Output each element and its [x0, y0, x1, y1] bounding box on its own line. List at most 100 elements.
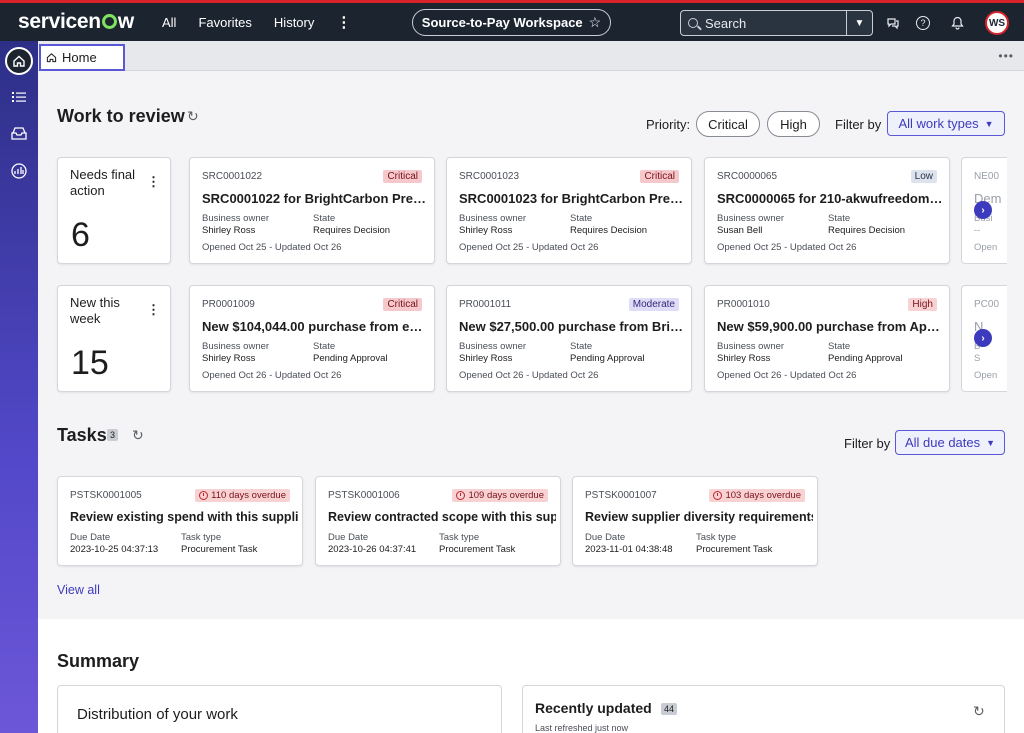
- business-owner-value: S: [974, 353, 981, 364]
- business-owner-label: Business owner: [717, 213, 785, 224]
- summary-title: Summary: [57, 651, 140, 671]
- overdue-badge: 110 days overdue: [195, 489, 290, 502]
- search-icon: [681, 18, 705, 28]
- task-type-value: Procurement Task: [696, 544, 773, 555]
- main-content: Work to review ↻ Priority: Critical High…: [38, 72, 1024, 733]
- view-all-tasks-link[interactable]: View all: [57, 583, 100, 597]
- home-icon[interactable]: [5, 47, 33, 75]
- work-type-filter-value: All work types: [898, 116, 979, 131]
- chevron-down-icon: ▼: [984, 118, 994, 129]
- overdue-badge: 109 days overdue: [452, 489, 548, 502]
- task-type-label: Task type: [181, 532, 222, 543]
- nav-all[interactable]: All: [162, 14, 177, 30]
- due-date-label: Due Date: [70, 532, 111, 543]
- work-card[interactable]: SRC0001023 Critical SRC0001023 for Brigh…: [446, 157, 692, 264]
- record-number: PR0001009: [202, 299, 255, 310]
- card-title: New $27,500.00 purchase from Brigh...: [459, 319, 685, 334]
- business-owner-value: Shirley Ross: [459, 353, 513, 364]
- work-card[interactable]: PR0001009 Critical New $104,044.00 purch…: [189, 285, 435, 392]
- servicenow-logo[interactable]: servicen w: [18, 10, 134, 33]
- kebab-menu-icon[interactable]: ⋮: [147, 174, 160, 189]
- business-owner-label: Business owner: [717, 341, 785, 352]
- refresh-work-icon[interactable]: ↻: [187, 108, 199, 124]
- workspace-sidebar: [0, 41, 38, 733]
- due-date-value: 2023-10-25 04:37:13: [70, 544, 159, 555]
- business-owner-value: Shirley Ross: [202, 353, 256, 364]
- distribution-title: Distribution of your work: [77, 706, 238, 723]
- state-value: Requires Decision: [570, 225, 648, 236]
- workspace-selector[interactable]: Source-to-Pay Workspace ☆: [412, 9, 611, 36]
- overdue-text: 109 days overdue: [468, 490, 544, 501]
- business-owner-label: Business owner: [202, 213, 270, 224]
- inbox-icon[interactable]: [5, 119, 33, 147]
- work-to-review-title: Work to review: [57, 106, 185, 126]
- kebab-menu-icon[interactable]: ⋮: [147, 302, 160, 317]
- task-number: PSTSK0001006: [328, 490, 400, 501]
- last-refreshed-text: Last refreshed just now: [535, 723, 629, 733]
- search-input[interactable]: Search: [705, 15, 747, 31]
- star-icon[interactable]: ☆: [588, 14, 602, 30]
- distribution-panel: Distribution of your work: [57, 685, 502, 733]
- card-title: SRC0001023 for BrightCarbon Presen...: [459, 191, 685, 206]
- business-owner-value: --: [974, 225, 981, 236]
- notification-bell-icon[interactable]: [948, 14, 966, 32]
- chat-icon[interactable]: [884, 14, 902, 32]
- nav-history[interactable]: History: [273, 14, 315, 30]
- priority-high-pill[interactable]: High: [767, 111, 820, 137]
- work-filter-label: Filter by: [835, 117, 882, 132]
- nav-more-icon[interactable]: ⋮: [336, 14, 352, 31]
- scroll-right-icon[interactable]: ›: [974, 329, 992, 347]
- help-icon[interactable]: ?: [916, 16, 930, 30]
- card-dates: Opened Oct 26 - Updated Oct 26: [717, 370, 857, 381]
- stat-value: 15: [71, 344, 109, 382]
- task-type-value: Procurement Task: [439, 544, 516, 555]
- task-type-label: Task type: [439, 532, 480, 543]
- work-card[interactable]: SRC0000065 Low SRC0000065 for 210-akwufr…: [704, 157, 950, 264]
- task-card[interactable]: PSTSK0001005 110 days overdue Review exi…: [57, 476, 303, 566]
- task-card[interactable]: PSTSK0001007 103 days overdue Review sup…: [572, 476, 818, 566]
- user-avatar[interactable]: WS: [985, 11, 1009, 35]
- work-card[interactable]: SRC0001022 Critical SRC0001022 for Brigh…: [189, 157, 435, 264]
- tab-more-icon[interactable]: •••: [998, 49, 1014, 63]
- work-type-filter-button[interactable]: All work types ▼: [887, 111, 1005, 136]
- priority-badge: Moderate: [628, 298, 679, 311]
- task-card[interactable]: PSTSK0001006 109 days overdue Review con…: [315, 476, 561, 566]
- priority-critical-pill[interactable]: Critical: [696, 111, 760, 137]
- stat-card-new-this-week[interactable]: New this week ⋮ 15: [57, 285, 171, 392]
- tab-home[interactable]: Home: [39, 44, 125, 71]
- due-date-value: 2023-11-01 04:38:48: [585, 544, 673, 555]
- nav-favorites[interactable]: Favorites: [198, 14, 252, 30]
- task-type-label: Task type: [696, 532, 737, 543]
- list-icon[interactable]: [5, 83, 33, 111]
- due-date-label: Due Date: [328, 532, 369, 543]
- home-tab-icon: [46, 53, 57, 63]
- analytics-icon[interactable]: [5, 157, 33, 185]
- clock-icon: [713, 491, 723, 500]
- stat-card-needs-final-action[interactable]: Needs final action ⋮ 6: [57, 157, 171, 264]
- state-value: Pending Approval: [828, 353, 903, 364]
- search-scope-dropdown-icon[interactable]: ▼: [846, 11, 872, 35]
- scroll-right-icon[interactable]: ›: [974, 201, 992, 219]
- business-owner-label: B: [974, 341, 981, 352]
- work-card[interactable]: PR0001010 High New $59,900.00 purchase f…: [704, 285, 950, 392]
- card-dates: Opened Oct 25 - Updated Oct 26: [717, 242, 857, 253]
- state-value: Requires Decision: [828, 225, 906, 236]
- refresh-recent-icon[interactable]: ↻: [973, 703, 985, 719]
- work-card[interactable]: PR0001011 Moderate New $27,500.00 purcha…: [446, 285, 692, 392]
- primary-nav: All Favorites History ⋮: [162, 13, 351, 31]
- overdue-text: 110 days overdue: [211, 490, 286, 501]
- task-number: PSTSK0001007: [585, 490, 657, 501]
- record-number: NE00: [974, 171, 1000, 182]
- due-date-label: Due Date: [585, 532, 626, 543]
- global-search[interactable]: Search ▼: [680, 10, 873, 36]
- record-number: SRC0001022: [202, 171, 263, 182]
- refresh-tasks-icon[interactable]: ↻: [132, 427, 144, 443]
- task-title: Review existing spend with this supplier: [70, 510, 298, 524]
- stat-label: New this week: [70, 295, 120, 326]
- workspace-name: Source-to-Pay Workspace: [421, 15, 583, 30]
- stat-label: Needs final action: [70, 167, 136, 198]
- due-date-filter-button[interactable]: All due dates ▼: [895, 430, 1005, 455]
- priority-badge: Critical: [383, 170, 422, 183]
- stat-value: 6: [71, 216, 90, 254]
- business-owner-value: Shirley Ross: [202, 225, 256, 236]
